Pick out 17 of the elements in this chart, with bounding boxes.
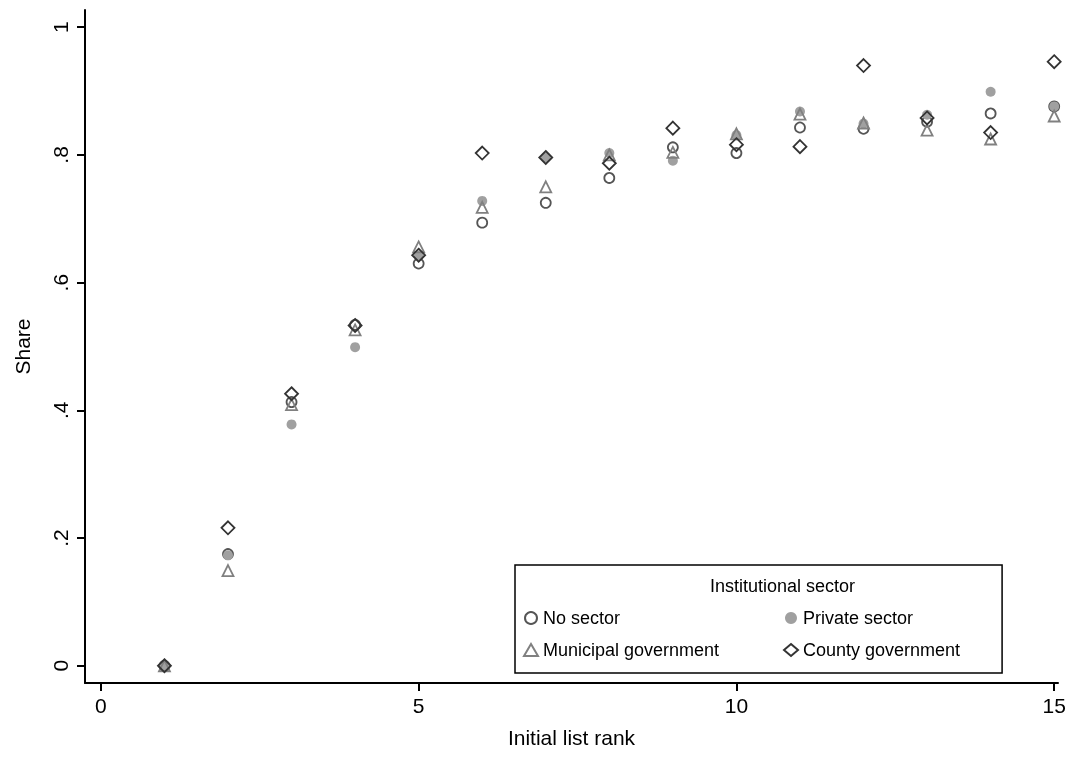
y-axis-title: Share bbox=[11, 318, 34, 375]
legend-label: County government bbox=[803, 640, 961, 660]
y-tick-label: 0 bbox=[49, 659, 72, 672]
y-tick-label: .2 bbox=[49, 529, 72, 547]
y-tick-label: .4 bbox=[49, 401, 72, 420]
x-tick-label: 10 bbox=[724, 694, 749, 717]
legend-title: Institutional sector bbox=[710, 576, 856, 596]
x-tick-label: 15 bbox=[1042, 694, 1066, 717]
y-tick-label: .6 bbox=[49, 273, 72, 292]
y-tick-label: 1 bbox=[49, 21, 72, 34]
legend-label: Private sector bbox=[803, 608, 914, 628]
x-tick-label: 0 bbox=[95, 694, 107, 717]
legend-label: Municipal government bbox=[543, 640, 720, 660]
y-tick-label: .8 bbox=[49, 146, 72, 164]
x-tick-label: 5 bbox=[412, 694, 425, 717]
legend-label: No sector bbox=[543, 608, 621, 628]
x-axis-title: Initial list rank bbox=[507, 726, 636, 749]
